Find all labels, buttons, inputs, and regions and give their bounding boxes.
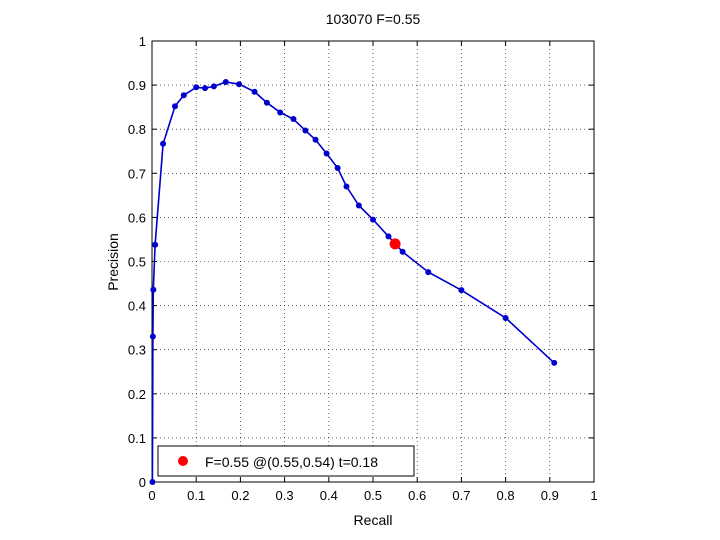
y-tick-label: 0 <box>139 475 146 490</box>
data-point <box>355 202 362 209</box>
axis-ticks: 0 0.1 0.2 0.3 0.4 0.5 0.6 0.7 0.8 0.9 1 0 0.1 0.2 0.3 0… <box>128 34 598 503</box>
y-axis-label: Precision <box>105 233 121 291</box>
data-point <box>385 233 392 240</box>
legend-label: F=0.55 @(0.55,0.54) t=0.18 <box>205 454 378 470</box>
y-tick-label: 0.9 <box>128 78 146 93</box>
y-tick-label: 0.4 <box>128 299 146 314</box>
legend-marker <box>178 456 188 466</box>
data-point <box>180 92 187 99</box>
legend-box <box>157 445 415 477</box>
x-tick-label: 0.4 <box>320 488 338 503</box>
data-point <box>302 127 309 134</box>
series-line <box>151 81 555 483</box>
y-tick-label: 0.6 <box>128 210 146 225</box>
y-tick-label: 0.3 <box>128 343 146 358</box>
data-point <box>370 216 376 223</box>
x-tick-label: 0.2 <box>231 488 249 503</box>
data-point <box>425 269 432 276</box>
x-tick-label: 0.1 <box>187 488 205 503</box>
x-tick-label: 0.7 <box>452 488 470 503</box>
data-point <box>290 116 297 123</box>
data-point <box>160 140 167 147</box>
y-tick-label: 0.2 <box>128 387 146 402</box>
y-tick-label: 0.1 <box>128 431 146 446</box>
x-tick-label: 0 <box>148 488 155 503</box>
data-point <box>263 99 270 106</box>
data-point <box>458 287 465 294</box>
data-point <box>323 150 330 157</box>
data-point <box>149 479 156 485</box>
y-tick-label: 0.5 <box>128 255 146 270</box>
data-point <box>399 248 406 255</box>
x-tick-label: 0.5 <box>364 488 382 503</box>
x-tick-label: 1 <box>590 488 597 503</box>
y-tick-label: 0.8 <box>128 122 146 137</box>
chart-title: 103070 F=0.55 <box>326 11 421 27</box>
data-point <box>277 109 284 116</box>
data-point <box>312 136 319 143</box>
data-point <box>222 79 229 86</box>
data-point <box>236 81 243 88</box>
data-point <box>210 83 217 90</box>
data-point <box>551 359 558 366</box>
data-point <box>149 333 156 340</box>
series <box>149 79 558 485</box>
legend: F=0.55 @(0.55,0.54) t=0.18 <box>157 445 415 477</box>
data-point <box>202 85 209 92</box>
data-point <box>251 88 258 95</box>
x-tick-label: 0.3 <box>276 488 294 503</box>
x-tick-label: 0.8 <box>497 488 515 503</box>
x-axis-label: Recall <box>354 512 393 528</box>
grid <box>152 41 594 482</box>
y-tick-label: 1 <box>139 34 146 49</box>
best-f-point <box>389 238 401 250</box>
data-point <box>502 314 509 321</box>
data-point <box>343 183 350 190</box>
data-point <box>150 286 157 293</box>
data-point <box>334 165 341 172</box>
data-point <box>171 103 178 110</box>
x-tick-label: 0.9 <box>541 488 559 503</box>
x-tick-label: 0.6 <box>408 488 426 503</box>
data-point <box>193 84 200 91</box>
y-tick-label: 0.7 <box>128 166 146 181</box>
data-point <box>152 241 159 248</box>
